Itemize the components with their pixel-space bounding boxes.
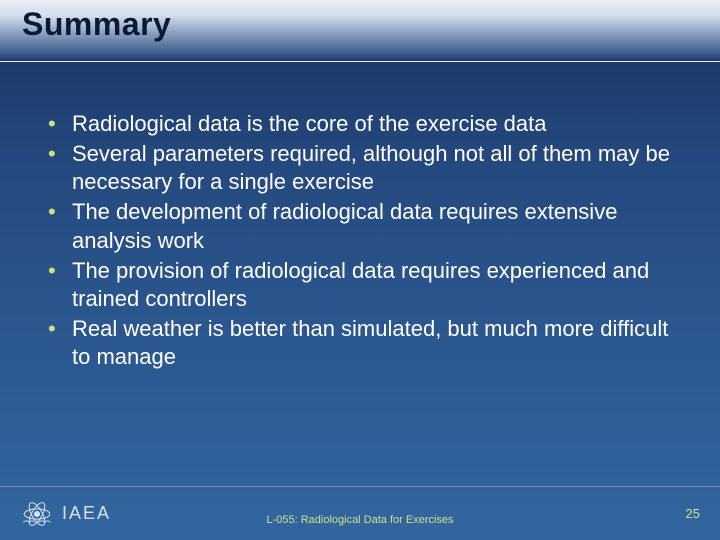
bullet-item: Several parameters required, although no… — [44, 140, 676, 196]
bullet-item: Radiological data is the core of the exe… — [44, 110, 676, 138]
slide-title: Summary — [22, 6, 171, 43]
page-number: 25 — [686, 506, 700, 521]
org-name: IAEA — [62, 503, 111, 524]
bullet-item: The provision of radiological data requi… — [44, 257, 676, 313]
footer-caption: L-055: Radiological Data for Exercises — [266, 514, 453, 526]
bullet-item: Real weather is better than simulated, b… — [44, 315, 676, 371]
iaea-logo-icon — [20, 497, 54, 531]
title-bar: Summary — [0, 0, 720, 62]
slide-footer: IAEA L-055: Radiological Data for Exerci… — [0, 486, 720, 540]
slide-body: Radiological data is the core of the exe… — [0, 62, 720, 371]
bullet-item: The development of radiological data req… — [44, 198, 676, 254]
bullet-list: Radiological data is the core of the exe… — [44, 110, 676, 371]
org-logo-block: IAEA — [20, 497, 111, 531]
